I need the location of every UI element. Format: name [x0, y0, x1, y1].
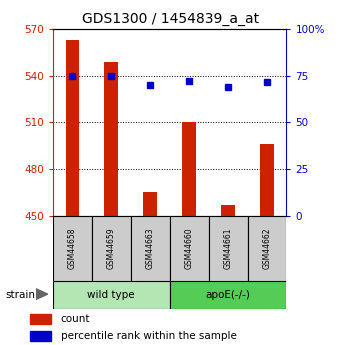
Text: GSM44663: GSM44663: [146, 228, 155, 269]
Bar: [260, 144, 274, 216]
Bar: [221, 205, 235, 216]
Bar: [65, 40, 79, 216]
FancyBboxPatch shape: [169, 216, 209, 281]
Text: apoE(-/-): apoE(-/-): [206, 290, 251, 300]
Bar: [143, 193, 157, 216]
FancyBboxPatch shape: [53, 281, 169, 309]
Text: GSM44658: GSM44658: [68, 228, 77, 269]
Text: GSM44660: GSM44660: [184, 228, 194, 269]
Bar: [182, 122, 196, 216]
Text: GSM44662: GSM44662: [263, 228, 271, 269]
FancyBboxPatch shape: [92, 216, 131, 281]
Text: count: count: [61, 314, 90, 324]
Bar: [30, 331, 51, 341]
Bar: [104, 62, 118, 216]
Text: percentile rank within the sample: percentile rank within the sample: [61, 331, 237, 341]
FancyBboxPatch shape: [209, 216, 248, 281]
FancyBboxPatch shape: [53, 216, 92, 281]
Bar: [30, 314, 51, 324]
FancyBboxPatch shape: [169, 281, 286, 309]
Text: strain: strain: [5, 290, 35, 300]
FancyBboxPatch shape: [248, 216, 286, 281]
Text: wild type: wild type: [87, 290, 135, 300]
FancyBboxPatch shape: [131, 216, 169, 281]
Text: GSM44661: GSM44661: [224, 228, 233, 269]
Text: GSM44659: GSM44659: [107, 228, 116, 269]
Text: GDS1300 / 1454839_a_at: GDS1300 / 1454839_a_at: [82, 12, 259, 26]
Polygon shape: [36, 289, 48, 299]
